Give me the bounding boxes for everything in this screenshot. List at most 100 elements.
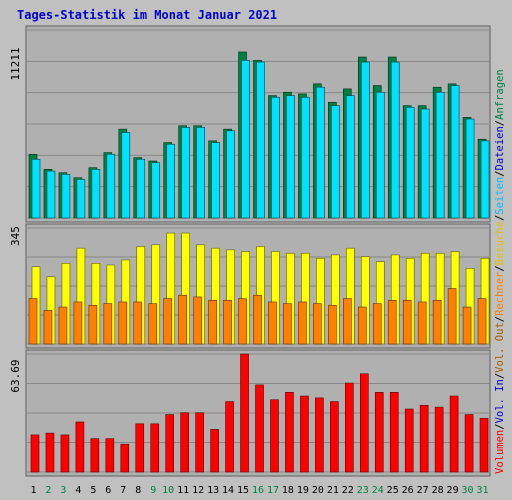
bar-sites [118,301,128,345]
x-tick-label: 23 [357,485,369,496]
x-tick-label: 14 [222,485,234,496]
bar-volume [285,392,294,473]
bar-sites [313,303,322,345]
x-tick-label: 8 [135,485,141,496]
x-tick-label: 11 [177,485,189,496]
x-tick-label: 31 [476,485,488,496]
bar-sites [208,299,217,345]
bar-volume [195,412,204,473]
bar-files [196,127,205,219]
x-tick-label: 30 [462,485,474,496]
x-tick-label: 9 [150,485,156,496]
bar-volume [120,443,130,473]
bar-volume [150,423,160,473]
x-tick-label: 19 [297,485,309,496]
x-tick-label: 16 [252,485,264,496]
x-tick-label: 24 [372,485,384,496]
x-tick-label: 21 [327,485,339,496]
bar-volume [30,434,40,473]
bar-volume [180,412,189,473]
side-legend-part: / [494,170,506,176]
bar-sites [447,288,457,345]
bar-volume [45,432,55,473]
bar-volume [75,421,85,473]
side-legend-part: Anfragen [494,69,506,120]
y-max-label: 345 [9,226,22,246]
bar-sites [43,310,53,345]
bar-files [136,159,146,219]
side-legend-part: / [494,373,506,379]
side-legend-part: / [494,120,506,126]
side-legend-part: Besuche [494,221,506,265]
bar-files [226,130,235,219]
x-tick-label: 5 [90,485,96,496]
bar-sites [298,301,307,345]
x-tick-label: 27 [417,485,429,496]
x-tick-label: 29 [447,485,459,496]
bar-volume [105,438,115,473]
x-tick-label: 3 [60,485,66,496]
bar-files [435,91,445,219]
side-legend-text: Volumen/Vol. In/Vol. Out/Rechner/Besuche… [494,69,506,474]
bar-sites [163,298,173,345]
bar-volume [90,438,100,473]
bar-volume [389,392,399,473]
bar-sites [253,294,262,345]
panel-hits-files: 11211 [9,25,491,223]
x-tick-label: 28 [432,485,444,496]
side-legend-part: / [494,215,506,221]
bar-sites [328,305,337,345]
side-legend-part: Rechner [494,272,506,316]
panel-visits-sites: 345 [9,223,491,349]
bar-sites [417,301,427,345]
bar-volume [449,395,459,473]
bar-volume [464,414,474,473]
y-max-label: 11211 [9,47,22,80]
bar-sites [178,294,187,345]
bar-files [91,169,101,219]
bar-sites [283,303,292,345]
bar-sites [357,306,367,345]
bar-files [360,61,370,219]
bar-files [241,60,250,219]
bar-sites [343,298,352,345]
bar-sites [402,299,412,345]
bar-files [31,159,41,219]
side-legend-part: / [494,316,506,322]
bar-volume [359,373,369,473]
bar-volume [60,434,70,473]
bar-volume [479,417,489,473]
bar-files [106,153,116,219]
side-legend-part: Vol. In [494,379,506,423]
x-tick-label: 12 [192,485,204,496]
x-axis-day-labels: 1 2 3 4 5 6 7 8 9 10 11 12 13 14 15 16 17 18 19 20 21 22 23 24 2… [30,485,488,496]
bar-files [316,86,325,219]
bar-sites [103,303,113,345]
side-legend-part: Seiten [494,177,506,215]
bar-files [450,85,460,219]
x-tick-label: 4 [75,485,81,496]
chart-title: Tages-Statistik im Monat Januar 2021 [17,8,277,22]
bar-files [166,143,176,219]
bar-files [375,91,385,219]
side-legend-part: Dateien [494,126,506,170]
bar-files [390,61,400,219]
bar-volume [270,399,279,473]
side-legend-part: / [494,265,506,271]
bar-files [256,61,265,219]
bar-sites [477,298,487,345]
bar-volume [255,384,264,473]
bar-sites [372,303,382,345]
x-tick-label: 20 [312,485,324,496]
x-tick-label: 7 [120,485,126,496]
bar-files [286,95,295,219]
bar-files [465,118,475,219]
bar-sites [88,305,98,345]
bar-files [211,142,220,219]
bar-files [271,96,280,219]
bar-sites [462,306,472,345]
bar-sites [387,299,397,345]
bar-files [181,127,190,219]
x-tick-label: 13 [207,485,219,496]
